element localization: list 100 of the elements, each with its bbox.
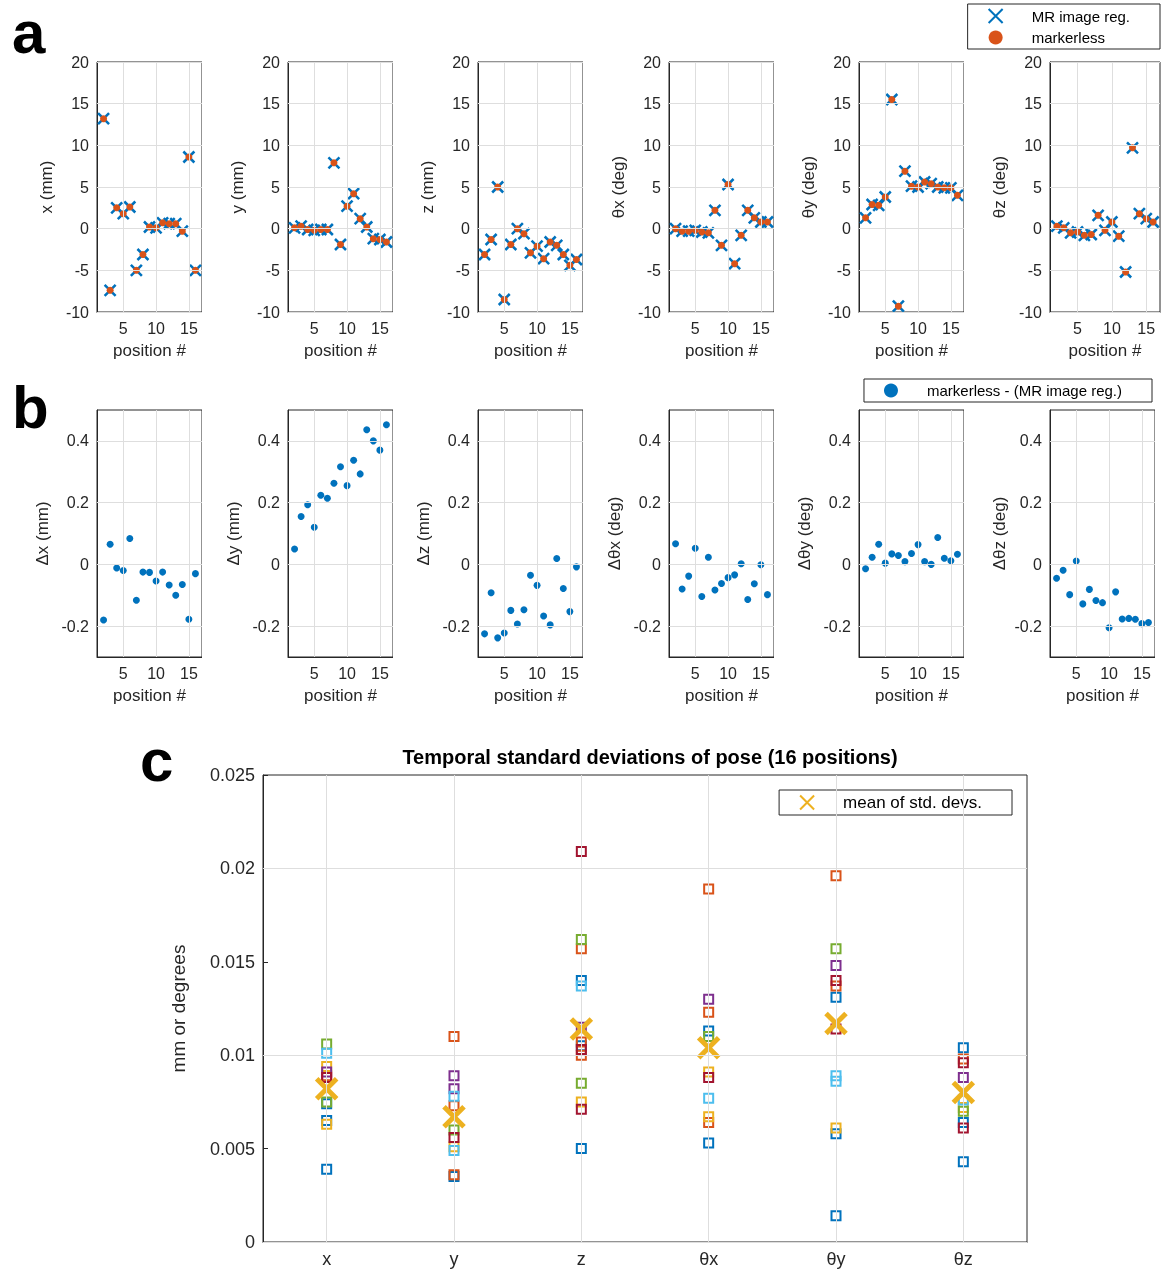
x-tick-label: θx bbox=[699, 1249, 719, 1269]
legend-label: markerless - (MR image reg.) bbox=[926, 382, 1122, 399]
x-tick-label: 15 bbox=[751, 319, 770, 337]
y-tick-label: 0 bbox=[461, 220, 471, 238]
x-tick-label: 10 bbox=[1102, 319, 1121, 337]
y-tick-label: 0 bbox=[651, 555, 661, 573]
y-tick-label: -10 bbox=[828, 303, 852, 321]
x-axis-title: position # bbox=[684, 341, 759, 360]
y-tick-label: 15 bbox=[261, 95, 280, 113]
y-axis-title: Δθz (deg) bbox=[990, 496, 1009, 571]
y-axis-title: θz (deg) bbox=[989, 155, 1009, 219]
x-tick-label: θy bbox=[826, 1249, 846, 1269]
x-tick-label: 10 bbox=[528, 319, 547, 337]
x-axis-title: position # bbox=[875, 341, 949, 360]
legend-label: mean of std. devs. bbox=[843, 793, 982, 812]
y-tick-label: -0.2 bbox=[1014, 617, 1043, 635]
y-tick-label: 20 bbox=[1024, 53, 1043, 71]
y-axis-title: mm or degrees bbox=[168, 944, 189, 1073]
y-tick-label: -10 bbox=[256, 303, 280, 321]
x-axis-title: position # bbox=[1066, 686, 1140, 705]
x-tick-label: 5 bbox=[309, 319, 319, 337]
y-tick-label: 10 bbox=[71, 136, 90, 154]
text: b bbox=[12, 373, 49, 441]
x-tick-label: 5 bbox=[1071, 664, 1081, 682]
x-tick-label: x bbox=[322, 1249, 332, 1269]
y-tick-label: 5 bbox=[461, 178, 471, 196]
y-axis-title: z (mm) bbox=[418, 160, 438, 214]
y-tick-label: 20 bbox=[643, 53, 661, 71]
y-tick-label: 0 bbox=[80, 555, 90, 573]
y-tick-label: 10 bbox=[833, 136, 852, 154]
y-axis-title: y (mm) bbox=[227, 160, 247, 214]
x-tick-label: 5 bbox=[499, 319, 509, 337]
y-tick-label: -0.2 bbox=[442, 617, 471, 635]
x-tick-label: 10 bbox=[1100, 664, 1119, 682]
y-tick-label: -5 bbox=[1027, 261, 1043, 279]
x-tick-label: 15 bbox=[561, 319, 580, 337]
x-tick-label: 10 bbox=[718, 664, 737, 682]
y-tick-label: 0.015 bbox=[209, 951, 255, 972]
y-axis-title: Δz (mm) bbox=[413, 501, 433, 566]
x-tick-label: 10 bbox=[718, 319, 737, 337]
y-axis-title: Δθx (deg) bbox=[604, 496, 624, 571]
y-axis-title: Δx (mm) bbox=[32, 501, 52, 566]
x-axis-title: position # bbox=[494, 341, 568, 360]
y-tick-label: 0 bbox=[270, 555, 280, 573]
y-tick-label: -10 bbox=[65, 303, 90, 321]
y-tick-label: 10 bbox=[643, 136, 661, 154]
y-tick-label: -0.2 bbox=[823, 617, 852, 635]
y-tick-label: 0 bbox=[1033, 555, 1043, 573]
x-tick-label: 5 bbox=[881, 319, 891, 337]
y-axis-title: θx (deg) bbox=[608, 155, 628, 219]
x-tick-label: 5 bbox=[690, 319, 700, 337]
y-axis-title: θy (deg) bbox=[799, 155, 819, 219]
y-tick-label: 0.4 bbox=[66, 432, 90, 450]
y-tick-label: -5 bbox=[646, 261, 661, 279]
y-tick-label: 5 bbox=[270, 178, 280, 196]
y-tick-label: 0 bbox=[80, 220, 90, 238]
y-tick-label: 0.2 bbox=[66, 494, 90, 512]
y-tick-label: 0.2 bbox=[638, 494, 661, 512]
x-tick-label: 5 bbox=[118, 319, 128, 337]
y-axis-title: Δθy (deg) bbox=[794, 496, 814, 571]
x-tick-label: 5 bbox=[881, 664, 891, 682]
x-tick-label: y bbox=[449, 1249, 459, 1269]
y-tick-label: 10 bbox=[261, 136, 280, 154]
y-tick-label: 0.025 bbox=[209, 765, 255, 785]
x-tick-label: 15 bbox=[942, 664, 961, 682]
x-tick-label: z bbox=[576, 1249, 586, 1269]
y-tick-label: -10 bbox=[1018, 303, 1043, 321]
x-tick-label: 5 bbox=[1073, 319, 1083, 337]
x-tick-label: 10 bbox=[337, 319, 356, 337]
y-tick-label: 15 bbox=[452, 95, 471, 113]
y-tick-label: 0 bbox=[842, 220, 852, 238]
y-tick-label: 0.4 bbox=[257, 432, 280, 450]
y-axis-title: Δy (mm) bbox=[223, 501, 243, 566]
x-tick-label: 5 bbox=[499, 664, 509, 682]
y-tick-label: 0.2 bbox=[1019, 494, 1043, 512]
y-tick-label: 0.01 bbox=[219, 1045, 255, 1066]
y-tick-label: 0 bbox=[1033, 220, 1043, 238]
y-tick-label: 0.4 bbox=[638, 432, 661, 450]
y-tick-label: -5 bbox=[265, 261, 280, 279]
x-tick-label: 15 bbox=[1137, 319, 1156, 337]
y-tick-label: 0.02 bbox=[219, 858, 255, 879]
x-tick-label: 15 bbox=[1132, 664, 1151, 682]
y-tick-label: 5 bbox=[1033, 178, 1043, 196]
y-tick-label: 0 bbox=[270, 220, 280, 238]
y-tick-label: 5 bbox=[80, 178, 90, 196]
y-tick-label: -10 bbox=[637, 303, 661, 321]
x-axis-title: position # bbox=[303, 686, 378, 705]
x-tick-label: 15 bbox=[942, 319, 961, 337]
y-tick-label: 15 bbox=[1024, 95, 1043, 113]
x-tick-label: 10 bbox=[337, 664, 356, 682]
x-tick-label: 15 bbox=[179, 664, 198, 682]
legend-label: MR image reg. bbox=[1031, 7, 1131, 25]
y-tick-label: 0.005 bbox=[209, 1138, 255, 1159]
y-tick-label: 20 bbox=[452, 53, 471, 71]
y-tick-label: -10 bbox=[447, 303, 471, 321]
y-tick-label: 5 bbox=[651, 178, 661, 196]
y-tick-label: 0 bbox=[651, 220, 661, 238]
y-tick-label: 0.2 bbox=[257, 494, 280, 512]
x-tick-label: 5 bbox=[690, 664, 700, 682]
y-tick-label: 20 bbox=[833, 53, 852, 71]
